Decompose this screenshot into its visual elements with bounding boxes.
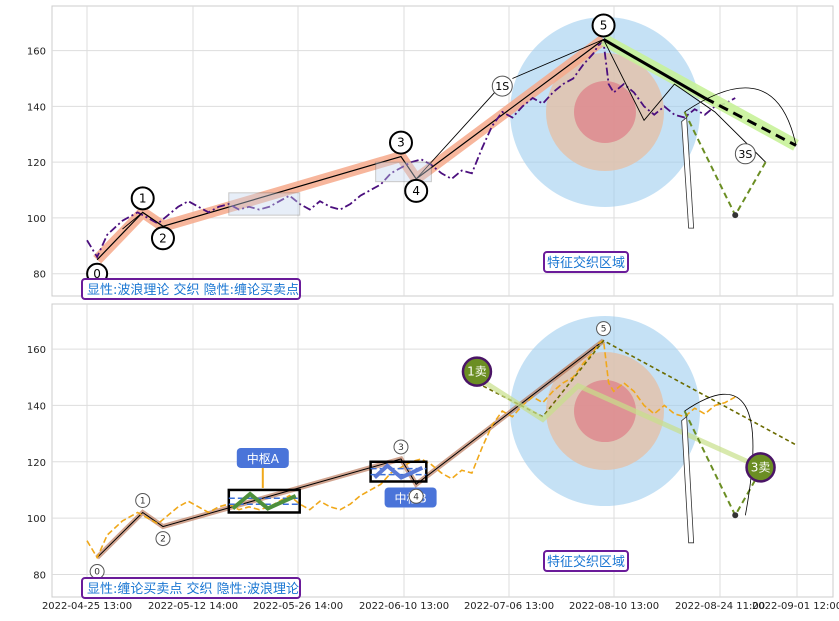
structure-line [415,83,503,180]
zhongshu-box [369,460,428,483]
wave-point-label: 0 [94,568,100,578]
wave-point-label: 0 [93,267,101,281]
y-tick-label: 80 [33,570,46,581]
annotation-text: 特征交织区域 [547,255,625,271]
y-tick-label: 160 [27,47,46,58]
sell-point-marker [745,452,776,483]
chan-point-marker [734,143,756,165]
wave-point-label: 3 [397,136,405,150]
wave-point-label: 1 [140,496,146,506]
annotation-box [543,550,629,572]
x-tick-label: 2022-04-25 13:00 [42,601,132,612]
wave-point-label: 5 [600,18,608,32]
y-tick-label: 120 [27,158,46,169]
bottom-caption: 显性:缠论买卖点 交织 隐性:波浪理论 [81,577,301,599]
zhongshu-label: 中枢A [247,451,280,466]
top-caption: 显性:波浪理论 交织 隐性:缠论买卖点 [81,278,301,300]
annotation-arrow [681,116,695,229]
sell-point-label: 3卖 [751,460,771,474]
y-tick-label: 140 [27,401,46,412]
zone-circle-inner [574,380,636,443]
wave-line [96,38,604,261]
wave-point-marker [388,130,413,155]
x-tick-label: 2022-05-26 14:00 [253,601,343,612]
zhongshu-box-small [228,192,301,216]
chan-point-label: 1S [495,80,509,93]
wave-point-label: 1 [139,191,147,205]
zhongshu-box [227,488,301,514]
top-panel: 80 100 120 140 160 0 1 2 3 4 5 1S 3S 特征交织区域 显性:波浪理论 … [27,5,834,300]
wave-point-label: 2 [160,535,166,545]
bottom-y-ticks: 80 100 120 140 160 [27,345,46,581]
wave-point-marker [135,492,151,508]
y-tick-label: 120 [27,458,46,469]
structure-line [512,38,766,163]
curve-arrow [684,87,797,146]
trend-solid [602,38,706,100]
annotation-arrow [681,415,695,544]
bottom-caption-box [81,577,301,599]
y-tick-label: 140 [27,102,46,113]
sell-point-marker [461,356,493,387]
zhongshu-label-box [236,447,289,468]
wave-point-label: 4 [413,492,419,502]
trend-dashed [704,96,797,147]
x-tick-label: 2022-06-10 13:00 [359,601,449,612]
top-plot-area [51,5,834,297]
wave-point-label: 4 [412,184,420,198]
wave-line [96,340,604,558]
projection-low-point [732,512,739,519]
wave-point-marker [393,439,409,455]
zhongshu-zigzag [373,463,424,480]
wave-point-label: 5 [601,325,607,335]
wave-point-marker [155,531,171,547]
wave-point-marker [404,178,429,203]
chan-point-label: 3S [738,148,752,161]
y-tick-label: 100 [27,514,46,525]
structure-line [122,211,164,230]
trend-band [475,375,762,470]
x-axis-ticks: 2022-04-25 13:00 2022-05-12 14:00 2022-05-… [42,601,839,612]
top-caption-text: 显性:波浪理论 交织 隐性:缠论买卖点 [87,282,299,298]
wave-point-label: 3 [398,443,404,453]
top-y-ticks: 80 100 120 140 160 [27,47,46,281]
bottom-caption-text: 显性:缠论买卖点 交织 隐性:波浪理论 [87,581,299,597]
x-tick-label: 2022-05-12 14:00 [148,601,238,612]
x-tick-label: 2022-09-01 12:00 [752,601,839,612]
price-line [86,40,736,259]
y-tick-label: 100 [27,214,46,225]
y-tick-label: 160 [27,345,46,356]
zone-circle-inner [574,80,636,143]
bottom-content: 中枢A中枢B0123451卖3卖特征交织区域 [86,316,797,580]
wave-point-marker [130,186,155,211]
zhongshu-box-small [375,161,432,183]
x-tick-label: 2022-08-24 11:00 [675,601,765,612]
x-tick-label: 2022-08-10 13:00 [569,601,659,612]
wave-point-marker [150,226,175,251]
projection-low-point [732,212,739,219]
wave-point-marker [591,13,616,38]
chan-point-marker [491,75,513,97]
wave-point-label: 2 [159,231,167,245]
wave-point-marker [408,488,424,504]
sell-point-label: 1卖 [467,365,487,379]
bottom-plot-area [51,303,834,598]
top-caption-box [81,278,301,300]
x-tick-label: 2022-07-06 13:00 [464,601,554,612]
zhongshu-zigzag [231,491,297,511]
annotation-text: 特征交织区域 [547,554,625,570]
wave-point-marker [596,321,612,337]
top-content: 0 1 2 3 4 5 1S 3S 特征交织区域 [86,13,799,285]
annotation-box [543,251,629,273]
y-tick-label: 80 [33,270,46,281]
